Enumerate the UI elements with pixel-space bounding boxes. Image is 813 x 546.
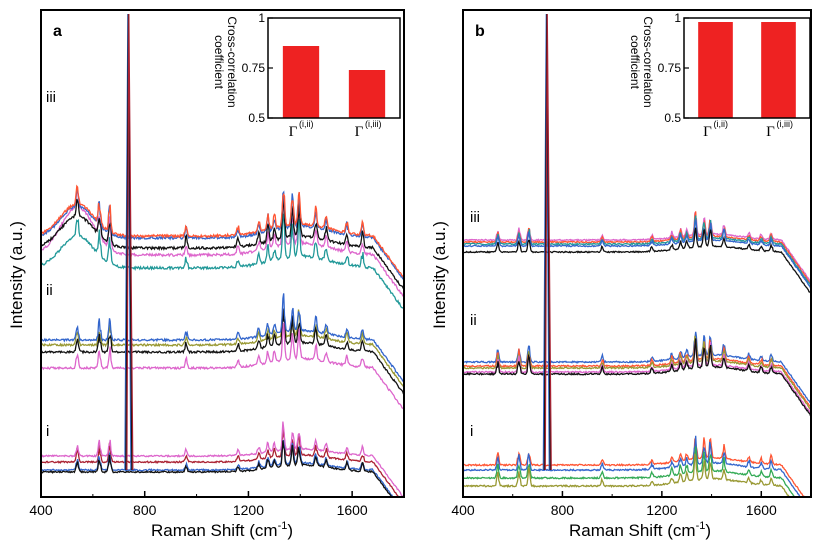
- group-label-a-i: i: [46, 423, 49, 440]
- spectrum-a-i-magenta: [41, 421, 404, 497]
- x-tick-label-b-800: 800: [551, 502, 575, 518]
- inset-ytick-label-b-0: 0.5: [664, 111, 681, 125]
- inset-ylabel-line2-b: coefficient: [628, 35, 642, 89]
- group-label-a-ii: ii: [46, 282, 53, 299]
- spectrum-a-i-darkred: [41, 429, 400, 497]
- peak-735-a-2: [126, 13, 134, 471]
- y-axis-title-b: Intensity (a.u.): [430, 221, 449, 329]
- x-ticks-b: 400 800 1200 1600: [451, 491, 777, 518]
- group-label-b-i: i: [470, 423, 473, 440]
- inset-ylabel-line2-a: coefficient: [212, 35, 226, 89]
- panel-label-b: b: [475, 23, 485, 40]
- x-tick-label-a-1200: 1200: [233, 502, 264, 518]
- x-tick-label-a-400: 400: [29, 502, 53, 518]
- group-label-a-iii: iii: [46, 89, 56, 106]
- spectrum-a-i-black: [41, 440, 393, 497]
- spectrum-a-iii-blue: [41, 187, 404, 280]
- spectrum-b-iii-red: [463, 211, 811, 284]
- peak-735-b-2: [544, 13, 552, 471]
- inset-category-sup-b-1: (i,iii): [777, 119, 794, 129]
- x-tick-label-a-800: 800: [133, 502, 157, 518]
- inset-ytick-label-b-2: 1: [674, 11, 681, 25]
- inset-category-b-1: Γ: [766, 124, 775, 140]
- spectrum-b-i-olive: [463, 453, 791, 497]
- inset-bar-a-1: [348, 70, 386, 118]
- panel-a: 400 800 1200 1600 a iii ii i Γ (i,ii) Γ (i,iii…: [29, 9, 405, 518]
- inset-category-sup-b-0: (i,ii): [714, 119, 729, 129]
- inset-ylabel-line1-a: Cross-correlation: [225, 16, 239, 107]
- x-tick-label-a-1600: 1600: [337, 502, 368, 518]
- x-axis-title-b: Raman Shift (cm-1): [569, 520, 711, 540]
- spectrum-b-iii-blue: [463, 219, 811, 289]
- inset-bar-chart-b: Γ (i,ii) Γ (i,iii)0.50.751Cross-correlation…: [628, 11, 811, 140]
- inset-ytick-label-b-1: 0.75: [658, 61, 682, 75]
- inset-category-a-0: Γ: [289, 124, 298, 140]
- spectrum-a-ii-olive: [41, 309, 404, 388]
- inset-category-b-0: Γ: [703, 124, 712, 140]
- spectrum-b-ii-magenta: [463, 341, 811, 414]
- spectra-a: [41, 13, 404, 497]
- spectrum-a-i-blue: [41, 439, 394, 497]
- plot-frame-b: [462, 9, 812, 498]
- spectrum-a-iii-red: [41, 184, 404, 278]
- x-axis-title-a: Raman Shift (cm-1): [151, 520, 293, 540]
- inset-bar-chart-a: Γ (i,ii) Γ (i,iii)0.50.751Cross-correlation…: [212, 11, 401, 140]
- spectrum-b-i-blue: [463, 435, 801, 497]
- inset-ytick-label-a-0: 0.5: [248, 111, 265, 125]
- spectra-b: [463, 13, 811, 497]
- y-axis-title-a: Intensity (a.u.): [7, 221, 26, 329]
- x-tick-label-b-1200: 1200: [646, 502, 677, 518]
- spectrum-b-i-red: [463, 437, 805, 497]
- spectrum-a-iii-teal: [41, 213, 404, 309]
- x-tick-label-b-400: 400: [451, 502, 475, 518]
- spectrum-a-iii-black: [41, 197, 404, 290]
- inset-ylabel-line1-b: Cross-correlation: [641, 16, 655, 107]
- inset-category-sup-a-0: (i,ii): [299, 119, 314, 129]
- panel-label-a: a: [53, 23, 62, 40]
- spectrum-b-i-green: [463, 446, 796, 497]
- inset-ytick-label-a-1: 0.75: [242, 61, 266, 75]
- inset-bar-a-0: [282, 46, 320, 118]
- inset-bar-b-0: [698, 22, 733, 118]
- spectrum-b-ii-black: [463, 338, 811, 417]
- x-tick-label-b-1600: 1600: [746, 502, 777, 518]
- group-label-b-ii: ii: [470, 312, 477, 329]
- spectrum-a-ii-blue: [41, 293, 404, 382]
- inset-bar-b-1: [761, 22, 796, 118]
- inset-ytick-label-a-2: 1: [258, 11, 265, 25]
- group-label-b-iii: iii: [470, 209, 480, 226]
- x-ticks-a: 400 800 1200 1600: [29, 491, 368, 518]
- spectrum-b-iii-black: [463, 227, 811, 294]
- inset-category-a-1: Γ: [355, 124, 364, 140]
- spectrum-a-ii-magenta: [41, 322, 404, 410]
- spectrum-a-ii-black: [41, 308, 404, 395]
- inset-category-sup-a-1: (i,iii): [365, 119, 382, 129]
- panel-b: 400 800 1200 1600 b iii ii i Γ (i,ii) Γ (i,iii…: [451, 9, 812, 518]
- plot-frame-a: [40, 9, 405, 498]
